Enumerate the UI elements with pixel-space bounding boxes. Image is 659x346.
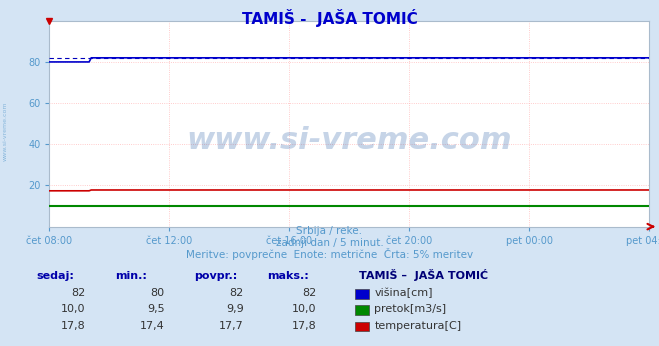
Text: www.si-vreme.com: www.si-vreme.com	[186, 126, 512, 155]
Text: 82: 82	[71, 288, 86, 298]
Text: 17,8: 17,8	[61, 321, 86, 331]
Text: 80: 80	[151, 288, 165, 298]
Text: 9,5: 9,5	[147, 304, 165, 314]
Text: Srbija / reke.: Srbija / reke.	[297, 226, 362, 236]
Text: www.si-vreme.com: www.si-vreme.com	[3, 102, 8, 161]
Text: TAMIŠ -  JAŠA TOMIĆ: TAMIŠ - JAŠA TOMIĆ	[242, 9, 417, 27]
Text: zadnji dan / 5 minut.: zadnji dan / 5 minut.	[275, 238, 384, 248]
Text: 82: 82	[229, 288, 244, 298]
Text: temperatura[C]: temperatura[C]	[374, 321, 461, 331]
Text: Meritve: povprečne  Enote: metrične  Črta: 5% meritev: Meritve: povprečne Enote: metrične Črta:…	[186, 248, 473, 260]
Text: 9,9: 9,9	[226, 304, 244, 314]
Text: min.:: min.:	[115, 271, 147, 281]
Text: 17,8: 17,8	[291, 321, 316, 331]
Text: višina[cm]: višina[cm]	[374, 288, 433, 298]
Text: 82: 82	[302, 288, 316, 298]
Text: 10,0: 10,0	[61, 304, 86, 314]
Text: 17,4: 17,4	[140, 321, 165, 331]
Text: 10,0: 10,0	[292, 304, 316, 314]
Text: povpr.:: povpr.:	[194, 271, 238, 281]
Text: sedaj:: sedaj:	[36, 271, 74, 281]
Text: TAMIŠ –  JAŠA TOMIĆ: TAMIŠ – JAŠA TOMIĆ	[359, 268, 488, 281]
Text: maks.:: maks.:	[267, 271, 308, 281]
Text: pretok[m3/s]: pretok[m3/s]	[374, 304, 446, 314]
Text: 17,7: 17,7	[219, 321, 244, 331]
